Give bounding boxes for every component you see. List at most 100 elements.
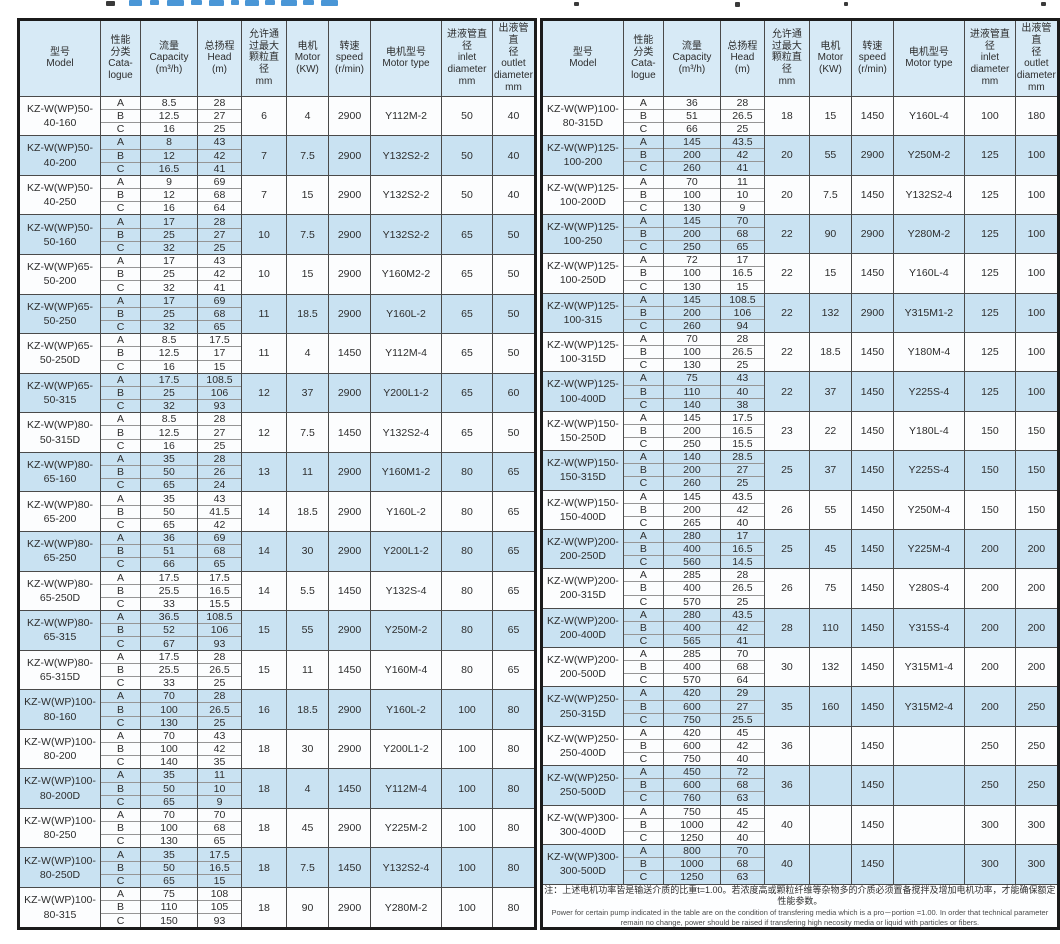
spec-row: B 50 10 — [19, 781, 536, 796]
catalogue-cell: B — [100, 504, 141, 519]
speed-cell: 1450 — [850, 607, 894, 648]
outlet-diameter-cell: 65 — [492, 649, 536, 690]
motor-power-cell: 30 — [286, 728, 329, 769]
capacity-cell: 1000 — [662, 857, 721, 871]
head-cell: 27 — [719, 463, 765, 477]
head-cell: 27 — [197, 425, 242, 440]
spec-row: KZ-W(WP)80-65-250D A 17.5 17.5 14 5.5 1450 Y132… — [18, 570, 536, 611]
outlet-diameter-cell: 50 — [492, 254, 536, 295]
head-cell: 17.5 — [197, 333, 242, 347]
grain-size-cell: 22 — [763, 253, 810, 294]
catalogue-cell: B — [100, 385, 141, 400]
head-cell: 41 — [719, 161, 765, 176]
speed-cell: 1450 — [850, 410, 894, 451]
catalogue-cell: C — [622, 122, 664, 136]
head-cell: 93 — [197, 636, 242, 651]
head-cell: 16.5 — [719, 423, 765, 438]
head-cell: 28 — [197, 214, 242, 229]
capacity-cell: 32 — [140, 319, 198, 334]
motor-type-cell: Y315M2-4 — [892, 686, 965, 727]
spec-row: B 200 42 — [541, 502, 1058, 517]
catalogue-cell: B — [100, 306, 141, 321]
motor-type-cell: Y112M-4 — [370, 333, 442, 374]
model-cell: KZ-W(WP)200-200-250D — [540, 528, 624, 569]
motor-type-cell: Y250M-2 — [892, 135, 965, 176]
speed-cell: 1450 — [328, 649, 371, 690]
catalogue-cell: C — [622, 279, 664, 294]
spec-row: KZ-W(WP)250-250-315D A 420 29 35 160 1450 Y315M… — [540, 686, 1059, 727]
spec-row: KZ-W(WP)125-100-200D A 70 11 20 7.5 1450 Y132S2… — [540, 174, 1059, 215]
grain-size-cell: 10 — [241, 214, 287, 255]
col-header-model: 型号 Model — [540, 19, 624, 97]
outlet-diameter-cell: 65 — [492, 570, 536, 611]
catalogue-cell: A — [100, 491, 141, 506]
inlet-diameter-cell: 80 — [441, 610, 493, 651]
motor-power-cell: 30 — [286, 530, 329, 572]
spec-row: B 50 41.5 — [19, 504, 536, 519]
grain-size-cell: 18 — [241, 807, 287, 848]
motor-power-cell: 15 — [808, 253, 852, 294]
capacity-cell: 145 — [662, 489, 721, 504]
speed-cell: 1450 — [850, 765, 894, 806]
catalogue-cell: C — [622, 673, 664, 687]
catalogue-cell: C — [622, 358, 664, 372]
capacity-cell: 130 — [140, 715, 198, 730]
spec-row: KZ-W(WP)65-50-250 A 17 69 11 18.5 2900 Y160L-2 6… — [18, 293, 536, 334]
inlet-diameter-cell: 100 — [441, 847, 493, 888]
speed-cell: 1450 — [850, 371, 894, 412]
head-cell: 28 — [197, 649, 242, 664]
speed-cell: 2900 — [850, 292, 894, 333]
capacity-cell: 70 — [140, 728, 198, 743]
spec-row: C 750 40 — [541, 752, 1058, 766]
capacity-cell: 36.5 — [140, 610, 198, 624]
grain-size-cell: 22 — [763, 332, 810, 372]
head-cell: 28 — [197, 689, 242, 703]
spec-row: B 100 42 — [19, 741, 536, 756]
capacity-cell: 250 — [662, 240, 721, 254]
capacity-cell: 52 — [140, 623, 198, 637]
catalogue-cell: B — [622, 542, 664, 556]
motor-type-cell: Y132S2-2 — [370, 174, 442, 215]
head-cell: 43 — [197, 491, 242, 506]
capacity-cell: 17 — [140, 254, 198, 268]
capacity-cell: 130 — [662, 358, 721, 372]
inlet-diameter-cell: 250 — [963, 725, 1016, 766]
outlet-diameter-cell: 40 — [492, 174, 536, 215]
speed-cell: 1450 — [328, 570, 371, 611]
head-cell: 106 — [197, 623, 242, 637]
outlet-diameter-cell: 150 — [1014, 450, 1059, 491]
spec-row: C 130 65 — [19, 834, 536, 848]
model-cell: KZ-W(WP)100-80-315 — [18, 887, 101, 929]
head-cell: 43.5 — [719, 489, 765, 504]
grain-size-cell: 11 — [241, 293, 287, 334]
capacity-cell: 800 — [662, 843, 721, 858]
model-cell: KZ-W(WP)150-150-400D — [540, 489, 624, 530]
catalogue-cell: A — [622, 568, 664, 582]
capacity-cell: 33 — [140, 676, 198, 690]
head-cell: 17 — [719, 253, 765, 267]
catalogue-cell: C — [100, 834, 141, 848]
catalogue-cell: C — [622, 830, 664, 845]
model-cell: KZ-W(WP)80-65-160 — [18, 451, 101, 492]
motor-type-cell: Y200L1-2 — [370, 372, 442, 413]
catalogue-cell: B — [100, 267, 141, 281]
catalogue-cell: C — [100, 913, 141, 929]
head-cell: 106 — [719, 305, 765, 320]
capacity-cell: 200 — [662, 423, 721, 438]
speed-cell: 2900 — [850, 135, 894, 176]
pump-spec-table-right: 型号 Model 性能 分类 Cata- logue 流量 Capacity (m³… — [539, 18, 1060, 930]
spec-row: C 65 15 — [19, 873, 536, 888]
head-cell: 25 — [197, 438, 242, 453]
motor-type-cell — [892, 765, 965, 806]
spec-tables-container: 型号 Model 性能 分类 Cata- logue 流量 Capacity (m³… — [17, 18, 1060, 930]
head-cell: 68 — [197, 306, 242, 321]
spec-row: KZ-W(WP)150-150-315D A 140 28.5 25 37 1450 Y225… — [540, 450, 1059, 491]
outlet-diameter-cell: 100 — [1014, 332, 1059, 372]
head-cell: 65 — [197, 557, 242, 572]
spec-row: KZ-W(WP)300-300-500D A 800 70 40 1450 300 300 — [540, 843, 1059, 885]
inlet-diameter-cell: 80 — [441, 530, 493, 572]
outlet-diameter-cell: 80 — [492, 768, 536, 809]
head-cell: 11 — [197, 768, 242, 783]
head-cell: 27 — [719, 699, 765, 714]
motor-power-cell: 11 — [286, 451, 329, 492]
